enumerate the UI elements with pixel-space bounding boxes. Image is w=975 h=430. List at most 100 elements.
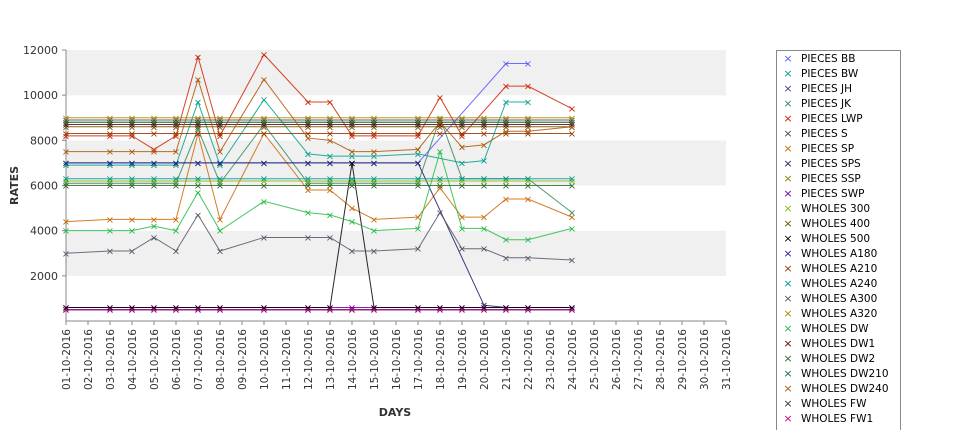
data-point: ×	[480, 120, 488, 131]
legend-label: WHOLES 500	[801, 232, 871, 245]
data-point: ×	[348, 147, 356, 158]
x-tick-label: 28-10-2016	[655, 329, 667, 390]
data-point: ×	[62, 249, 70, 260]
data-point: ×	[568, 224, 576, 235]
data-point: ×	[436, 129, 444, 140]
data-point: ×	[260, 197, 268, 208]
data-point: ×	[62, 181, 70, 192]
data-point: ×	[326, 305, 334, 316]
x-tick-label: 07-10-2016	[193, 329, 205, 390]
data-point: ×	[106, 305, 114, 316]
series-line	[66, 162, 572, 308]
data-point: ×	[62, 122, 70, 133]
data-point: ×	[502, 305, 510, 316]
data-point: ×	[458, 118, 466, 129]
data-point: ×	[304, 303, 312, 314]
data-point: ×	[414, 303, 422, 314]
data-point: ×	[304, 305, 312, 316]
data-point: ×	[348, 158, 356, 169]
data-point: ×	[216, 305, 224, 316]
data-point: ×	[348, 305, 356, 316]
y-tick-label: 10000	[23, 89, 58, 102]
series-line	[65, 132, 573, 223]
data-point: ×	[172, 158, 180, 169]
data-point: ×	[524, 305, 532, 316]
data-point: ×	[260, 303, 268, 314]
data-point: ×	[568, 305, 576, 316]
data-point: ×	[194, 75, 202, 86]
legend-item: × WHOLES 300	[781, 201, 900, 216]
legend-marker: ×	[783, 397, 793, 410]
data-point: ×	[260, 50, 268, 61]
data-point: ×	[128, 131, 136, 142]
data-point: ×	[524, 195, 532, 206]
data-point: ×	[128, 176, 136, 187]
legend-marker: ×	[783, 412, 793, 425]
data-point: ×	[216, 113, 224, 124]
data-point: ×	[348, 158, 356, 169]
data-point: ×	[260, 129, 268, 140]
data-point: ×	[326, 118, 334, 129]
data-point: ×	[128, 246, 136, 257]
legend-item: × WHOLES A300	[781, 291, 900, 306]
data-point: ×	[260, 305, 268, 316]
data-point: ×	[436, 305, 444, 316]
data-point: ×	[194, 210, 202, 221]
x-tick-label: 24-10-2016	[567, 329, 579, 390]
legend-item: × WHOLES FW	[781, 396, 900, 411]
legend-marker: ×	[783, 337, 793, 350]
x-tick-label: 14-10-2016	[347, 329, 359, 390]
data-point: ×	[326, 181, 334, 192]
data-point: ×	[62, 226, 70, 237]
data-point: ×	[128, 161, 136, 172]
data-point: ×	[458, 120, 466, 131]
data-point: ×	[414, 145, 422, 156]
x-tick-label: 05-10-2016	[149, 329, 161, 390]
data-point: ×	[304, 134, 312, 145]
data-point: ×	[524, 127, 532, 138]
data-point: ×	[172, 158, 180, 169]
data-point: ×	[216, 116, 224, 127]
data-point: ×	[480, 122, 488, 133]
data-point: ×	[172, 118, 180, 129]
data-point: ×	[480, 181, 488, 192]
x-tick-label: 08-10-2016	[215, 329, 227, 390]
legend-marker: ×	[783, 142, 793, 155]
data-point: ×	[194, 120, 202, 131]
data-point: ×	[370, 158, 378, 169]
data-point: ×	[260, 303, 268, 314]
data-point: ×	[260, 181, 268, 192]
data-point: ×	[106, 176, 114, 187]
data-point: ×	[436, 303, 444, 314]
y-tick-label: 6000	[30, 180, 58, 193]
data-point: ×	[304, 116, 312, 127]
data-point: ×	[106, 226, 114, 237]
data-point: ×	[414, 174, 422, 185]
legend-item: × PIECES BW	[781, 66, 900, 81]
data-point: ×	[326, 158, 334, 169]
data-point: ×	[326, 210, 334, 221]
data-point: ×	[172, 122, 180, 133]
data-point: ×	[414, 129, 422, 140]
legend-marker: ×	[783, 232, 793, 245]
data-point: ×	[216, 246, 224, 257]
data-point: ×	[458, 181, 466, 192]
data-point: ×	[304, 174, 312, 185]
data-point: ×	[304, 120, 312, 131]
data-point: ×	[150, 161, 158, 172]
legend-item: × PIECES SPS	[781, 156, 900, 171]
data-point: ×	[62, 158, 70, 169]
data-point: ×	[502, 303, 510, 314]
legend-marker: ×	[783, 277, 793, 290]
series-line	[66, 162, 572, 308]
data-point: ×	[348, 129, 356, 140]
data-point: ×	[458, 305, 466, 316]
legend-label: WHOLES FW1	[801, 412, 874, 425]
data-point: ×	[128, 174, 136, 185]
data-point: ×	[458, 305, 466, 316]
legend-item: × PIECES SP	[781, 141, 900, 156]
legend-item: × WHOLES A180	[781, 246, 900, 261]
data-point: ×	[436, 176, 444, 187]
data-point: ×	[524, 82, 532, 93]
data-point: ×	[304, 181, 312, 192]
